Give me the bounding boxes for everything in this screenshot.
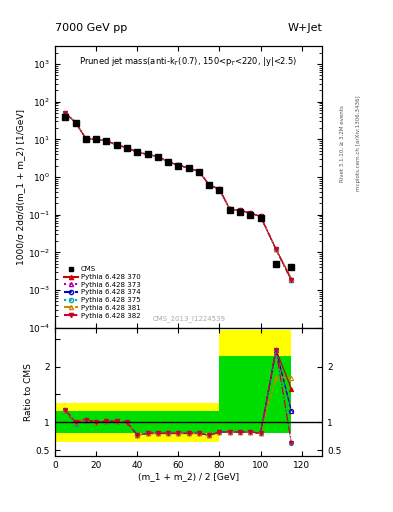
Y-axis label: Ratio to CMS: Ratio to CMS (24, 362, 33, 421)
Text: 7000 GeV pp: 7000 GeV pp (55, 23, 127, 33)
Bar (107, 403, 219, 442)
Text: Pruned jet mass(anti-k$_T$(0.7), 150<p$_T$<220, |y|<2.5): Pruned jet mass(anti-k$_T$(0.7), 150<p$_… (79, 55, 298, 68)
Text: Rivet 3.1.10, ≥ 3.2M events: Rivet 3.1.10, ≥ 3.2M events (340, 105, 345, 182)
Y-axis label: 1000/σ 2dσ/d(m_1 + m_2) [1/GeV]: 1000/σ 2dσ/d(m_1 + m_2) [1/GeV] (16, 109, 25, 265)
Text: CMS_2013_I1224539: CMS_2013_I1224539 (152, 315, 225, 322)
Bar (55, 411, 107, 434)
X-axis label: (m_1 + m_2) / 2 [GeV]: (m_1 + m_2) / 2 [GeV] (138, 472, 239, 481)
Bar (107, 411, 219, 434)
Text: mcplots.cern.ch [arXiv:1306.3436]: mcplots.cern.ch [arXiv:1306.3436] (356, 96, 361, 191)
Legend: CMS, Pythia 6.428 370, Pythia 6.428 373, Pythia 6.428 374, Pythia 6.428 375, Pyt: CMS, Pythia 6.428 370, Pythia 6.428 373,… (61, 263, 143, 322)
Text: W+Jet: W+Jet (287, 23, 322, 33)
Bar (55, 403, 107, 442)
Bar (219, 330, 292, 403)
Bar (219, 355, 292, 434)
